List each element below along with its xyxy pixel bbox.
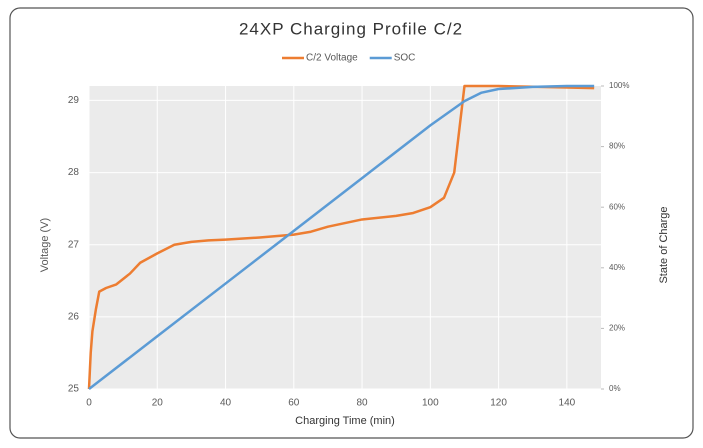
x-tick-label: 20 <box>152 398 164 409</box>
y2-tick-label: 60% <box>609 202 625 211</box>
series-line <box>88 84 595 390</box>
x-tick-label: 100 <box>422 398 439 409</box>
y-tick-label: 29 <box>68 95 80 106</box>
legend-label: SOC <box>394 53 416 64</box>
chart-title: 24XP Charging Profile C/2 <box>239 19 463 38</box>
y2-tick-label: 80% <box>609 142 625 151</box>
legend-label: C/2 Voltage <box>306 53 358 64</box>
y-tick-label: 28 <box>68 167 80 178</box>
x-axis-label: Charging Time (min) <box>295 415 395 427</box>
x-tick-label: 60 <box>288 398 300 409</box>
x-tick-label: 0 <box>86 398 92 409</box>
y2-tick-label: 20% <box>609 324 625 333</box>
plot-area <box>89 86 601 389</box>
x-tick-label: 40 <box>220 398 232 409</box>
y2-axis-label: State of Charge <box>658 206 670 283</box>
y-tick-label: 27 <box>68 239 80 250</box>
y2-tick-label: 0% <box>609 384 621 393</box>
y2-tick-label: 40% <box>609 263 625 272</box>
y2-tick-label: 100% <box>609 81 629 90</box>
y-tick-label: 26 <box>68 311 80 322</box>
y-tick-label: 25 <box>68 384 80 395</box>
y-axis-label: Voltage (V) <box>39 218 51 272</box>
x-tick-label: 140 <box>559 398 576 409</box>
x-tick-label: 120 <box>490 398 507 409</box>
series-line <box>87 84 595 390</box>
x-tick-label: 80 <box>357 398 369 409</box>
